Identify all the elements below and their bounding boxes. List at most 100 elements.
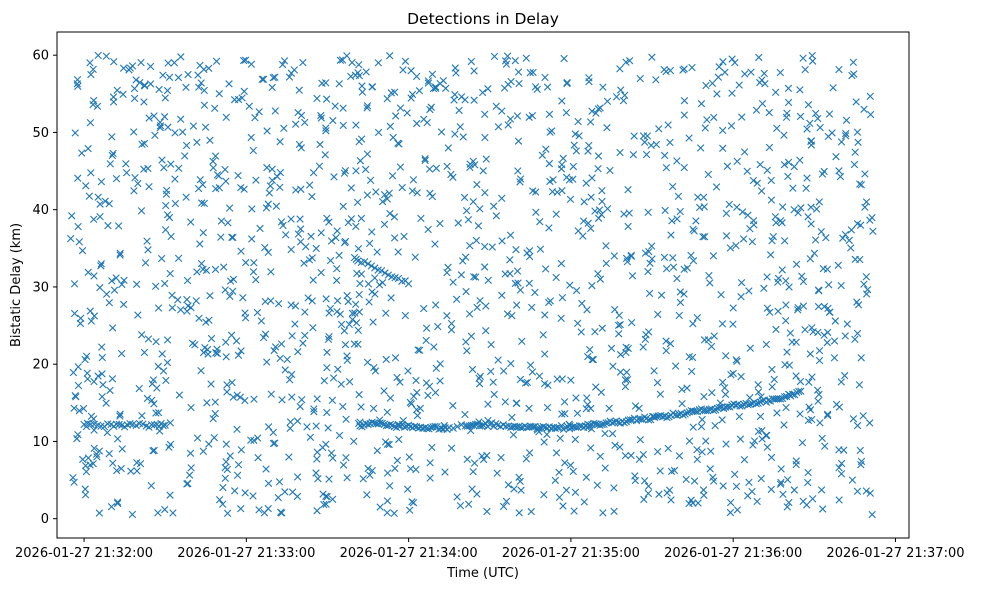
data-point [347, 184, 355, 192]
data-point [553, 423, 562, 432]
data-point [566, 195, 575, 204]
data-point [612, 93, 621, 101]
data-point [387, 294, 395, 302]
data-point [561, 409, 569, 418]
data-point [164, 123, 172, 131]
data-point [313, 455, 321, 463]
data-point [866, 489, 874, 497]
data-point [421, 155, 429, 163]
data-point [132, 280, 141, 288]
data-point [596, 275, 605, 283]
data-point [183, 295, 191, 304]
data-point [591, 328, 599, 336]
data-point [283, 355, 291, 364]
data-point [317, 229, 325, 237]
data-point [213, 171, 222, 179]
data-point [432, 364, 440, 372]
data-point [70, 478, 78, 486]
data-point [861, 203, 869, 211]
data-point [582, 179, 590, 187]
data-point [699, 233, 707, 241]
data-point [239, 294, 247, 302]
data-point [252, 276, 260, 284]
data-point [541, 265, 550, 273]
data-point [386, 394, 395, 402]
data-point [150, 112, 158, 120]
data-point [119, 64, 128, 72]
data-point [368, 83, 376, 91]
data-point [280, 57, 289, 65]
data-point [835, 167, 843, 175]
data-point [720, 384, 729, 392]
data-point [211, 398, 219, 406]
data-point [680, 265, 688, 274]
data-point [200, 101, 209, 109]
data-point [692, 217, 700, 225]
data-point [278, 60, 287, 69]
data-point [299, 339, 307, 347]
data-point [70, 404, 78, 412]
data-point [462, 287, 470, 296]
data-point [506, 256, 514, 264]
data-point [733, 506, 742, 514]
data-point [404, 280, 413, 288]
data-point [511, 56, 519, 65]
data-point [546, 177, 554, 186]
data-point [475, 380, 484, 388]
data-point [851, 335, 859, 344]
data-point [285, 375, 294, 384]
data-point [861, 170, 869, 178]
data-point [413, 411, 422, 420]
data-point [587, 224, 595, 233]
data-point [555, 468, 563, 477]
data-point [383, 440, 392, 448]
data-point [527, 507, 535, 516]
data-point [187, 464, 195, 472]
data-point [84, 268, 92, 277]
data-point [667, 496, 675, 504]
data-point [782, 317, 790, 325]
data-point [248, 235, 256, 243]
data-point [702, 81, 710, 90]
data-point [264, 479, 273, 488]
data-point [234, 95, 243, 104]
data-point [708, 389, 716, 397]
data-point [275, 478, 284, 486]
data-point [457, 271, 466, 279]
data-point [680, 96, 689, 105]
data-point [287, 215, 295, 223]
data-point [522, 455, 531, 463]
data-point [417, 214, 425, 223]
data-point [705, 405, 714, 413]
data-point [105, 449, 113, 458]
data-point [339, 461, 348, 469]
data-point [337, 320, 346, 329]
data-point [453, 493, 461, 501]
data-point [102, 399, 110, 407]
data-point [803, 174, 811, 182]
data-point [118, 445, 126, 453]
data-point [843, 320, 851, 328]
data-point [156, 118, 164, 126]
data-point [562, 486, 571, 494]
data-point [542, 145, 550, 153]
data-point [770, 375, 778, 384]
data-point [300, 259, 308, 267]
data-point [374, 128, 383, 137]
x-axis-title: Time (UTC) [446, 566, 519, 581]
data-point [268, 176, 276, 184]
data-point [729, 320, 737, 328]
data-point [412, 72, 421, 81]
data-point [511, 279, 520, 288]
data-point [128, 510, 137, 519]
data-point [288, 488, 297, 496]
data-point [706, 279, 714, 287]
data-point [140, 98, 148, 106]
data-point [805, 403, 813, 411]
data-point [183, 307, 191, 315]
data-point [407, 67, 415, 75]
data-point [603, 124, 611, 132]
data-point [422, 336, 430, 345]
data-point [263, 163, 271, 172]
data-point [188, 339, 197, 348]
